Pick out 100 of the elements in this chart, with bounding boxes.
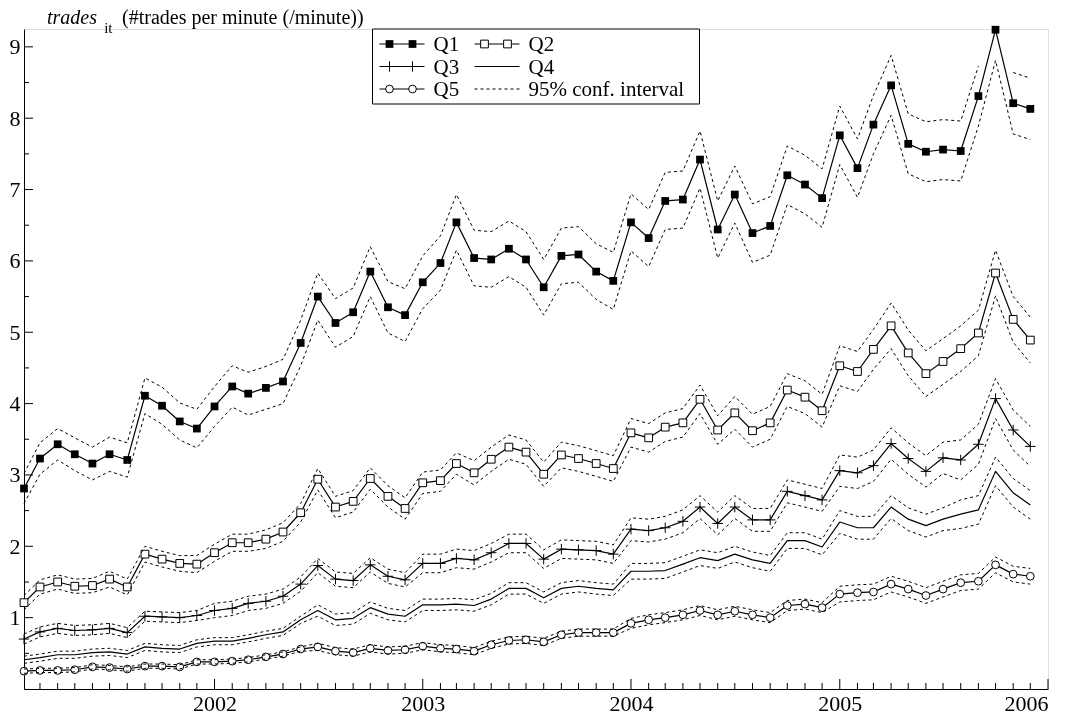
point	[18, 633, 30, 645]
point	[331, 502, 340, 512]
point	[956, 344, 966, 354]
point	[418, 278, 427, 287]
point	[1007, 424, 1019, 436]
point	[53, 440, 62, 449]
point	[51, 622, 64, 635]
point	[592, 267, 601, 276]
point	[939, 145, 947, 154]
point	[487, 255, 496, 264]
point	[853, 588, 862, 598]
point	[452, 459, 461, 468]
point	[539, 283, 548, 292]
x-tick-label: 2004	[609, 690, 654, 716]
point	[539, 637, 549, 647]
point	[766, 222, 775, 230]
point	[157, 554, 167, 564]
point	[713, 610, 723, 620]
y-tick-label: 1	[9, 605, 21, 631]
x-tick-label: 2003	[401, 690, 446, 716]
point	[886, 579, 896, 589]
point	[434, 557, 447, 570]
point	[660, 422, 670, 432]
point	[748, 426, 757, 436]
point	[69, 624, 81, 637]
point	[782, 385, 792, 395]
point	[607, 548, 620, 560]
point	[349, 308, 358, 317]
point	[835, 131, 844, 140]
point	[574, 628, 583, 637]
point	[1025, 571, 1035, 581]
point	[208, 604, 221, 617]
point	[70, 450, 79, 459]
point	[730, 606, 740, 616]
point	[312, 559, 324, 572]
y-tick-label: 9	[9, 34, 21, 60]
point	[729, 501, 741, 513]
point	[764, 514, 776, 526]
point	[867, 459, 880, 472]
point	[677, 515, 689, 528]
point	[537, 553, 550, 565]
point	[711, 517, 724, 530]
point	[835, 589, 845, 599]
point	[174, 611, 186, 624]
point	[243, 538, 253, 548]
point	[746, 514, 759, 526]
point	[748, 229, 757, 237]
point	[278, 527, 288, 537]
point	[140, 549, 150, 559]
point	[450, 552, 463, 565]
point	[436, 476, 445, 486]
point	[730, 190, 739, 199]
y-tick-label: 4	[9, 391, 21, 417]
x-tick-label: 2002	[193, 690, 238, 716]
point	[191, 609, 203, 622]
point	[522, 255, 530, 264]
point	[783, 171, 792, 180]
point	[817, 603, 827, 613]
x-tick-label: 2006	[1004, 690, 1049, 716]
point	[974, 328, 983, 338]
point	[608, 628, 618, 637]
point	[192, 424, 201, 433]
point	[590, 544, 602, 557]
point	[642, 524, 655, 537]
point	[469, 646, 479, 656]
point	[485, 546, 497, 559]
point	[279, 377, 287, 386]
point	[644, 433, 654, 443]
point	[452, 644, 461, 654]
point	[816, 494, 828, 506]
point	[105, 574, 114, 584]
point	[365, 474, 375, 483]
point	[436, 259, 445, 267]
point	[557, 630, 566, 640]
point	[505, 244, 513, 253]
y-tick-label: 5	[9, 319, 21, 345]
point	[486, 640, 496, 650]
point	[938, 357, 948, 366]
point	[591, 459, 601, 468]
point	[313, 474, 323, 484]
point	[974, 92, 983, 100]
legend-label: Q2	[528, 32, 555, 56]
point	[695, 394, 705, 404]
point	[696, 155, 704, 164]
point	[938, 584, 948, 594]
point	[468, 554, 480, 566]
point	[53, 577, 63, 587]
point	[887, 81, 895, 90]
legend-label: Q5	[433, 77, 460, 101]
point	[296, 339, 305, 347]
point	[608, 464, 618, 473]
point	[713, 425, 723, 435]
point	[921, 591, 931, 600]
point	[313, 292, 322, 301]
point	[679, 195, 687, 204]
legend-label: Q4	[528, 54, 555, 79]
point	[902, 452, 914, 465]
point	[834, 464, 846, 477]
point	[869, 344, 878, 354]
point	[20, 484, 28, 493]
